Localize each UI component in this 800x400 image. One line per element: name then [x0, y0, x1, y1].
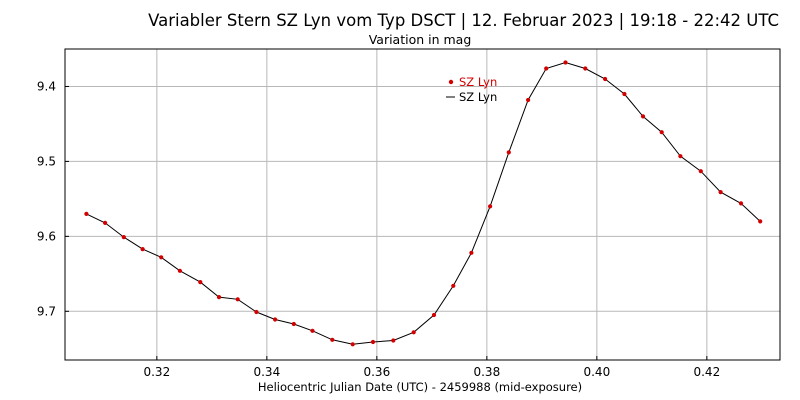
data-point [159, 255, 164, 260]
data-point [622, 91, 627, 97]
data-point [640, 114, 646, 119]
data-point [84, 211, 89, 216]
series-points-layer [84, 60, 763, 347]
data-point [603, 76, 608, 82]
data-point [718, 190, 723, 195]
x-axis-label: Heliocentric Julian Date (UTC) - 2459988… [258, 380, 582, 394]
y-tick-label: 9.5 [37, 154, 56, 168]
x-tick-label: 0.32 [143, 365, 170, 379]
data-point [350, 342, 355, 347]
data-point [330, 337, 335, 342]
axis-ticks: 0.32 0.34 0.36 0.38 0.40 0.42 9.4 9.5 9.6 9.7 [37, 79, 720, 379]
x-tick-label: 0.40 [583, 365, 610, 379]
data-point [544, 66, 549, 71]
data-point [451, 283, 456, 288]
data-point [370, 339, 376, 345]
series-line-sz-lyn [86, 61, 761, 345]
data-point [121, 235, 126, 240]
y-tick-label: 9.4 [37, 79, 56, 93]
data-point [273, 317, 278, 322]
data-point [103, 220, 108, 225]
data-point [526, 97, 531, 103]
x-tick-label: 0.42 [693, 365, 720, 379]
data-point [140, 247, 145, 252]
data-point [291, 321, 296, 327]
data-point [310, 328, 315, 333]
data-point [678, 154, 683, 159]
legend-point-marker [448, 79, 454, 85]
data-point [391, 338, 396, 343]
y-tick-label: 9.7 [37, 304, 56, 318]
plot-frame [64, 48, 781, 361]
series-line-layer [86, 61, 761, 345]
data-point [583, 66, 588, 71]
legend: SZ Lyn SZ Lyn [446, 75, 497, 104]
data-point [758, 219, 763, 224]
data-point [177, 268, 182, 273]
data-point [216, 295, 222, 300]
data-point [254, 309, 259, 315]
legend-label-points: SZ Lyn [459, 75, 497, 89]
data-point [469, 250, 474, 255]
data-point [411, 330, 416, 335]
chart-subtitle: Variation in mag [369, 32, 472, 47]
data-point [738, 201, 744, 206]
data-point [698, 169, 703, 174]
data-point [488, 204, 493, 209]
data-point [235, 297, 240, 302]
x-tick-label: 0.34 [253, 365, 280, 379]
y-tick-label: 9.6 [37, 229, 56, 243]
grid-lines [65, 49, 780, 360]
chart-title: Variabler Stern SZ Lyn vom Typ DSCT | 12… [148, 11, 779, 30]
data-point [506, 150, 511, 155]
legend-label-line: SZ Lyn [459, 90, 497, 104]
x-tick-label: 0.38 [473, 365, 500, 379]
data-point [659, 130, 664, 135]
data-point [198, 280, 203, 285]
data-point [563, 60, 568, 65]
data-point [431, 312, 437, 318]
x-tick-label: 0.36 [363, 365, 390, 379]
